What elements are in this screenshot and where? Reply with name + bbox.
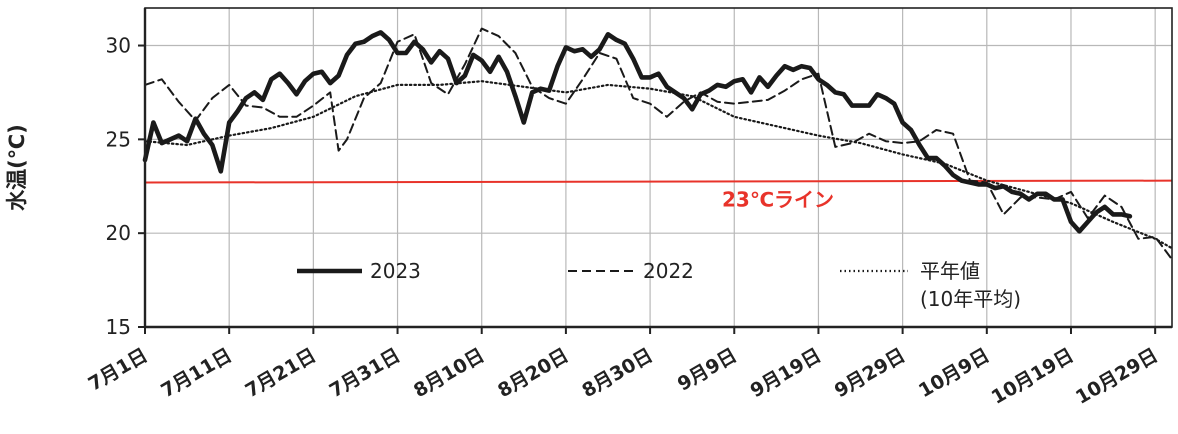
series-group bbox=[142, 27, 1174, 261]
x-tick-label: 10月19日 bbox=[988, 344, 1078, 408]
series-line-2 bbox=[143, 80, 1174, 250]
x-tick-label: 9月9日 bbox=[674, 344, 741, 395]
x-tick-label: 7月21日 bbox=[242, 344, 320, 402]
x-tick-label: 10月9日 bbox=[915, 344, 993, 402]
legend-label: 2022 bbox=[643, 259, 694, 283]
x-tick-label: 7月11日 bbox=[157, 344, 235, 402]
x-tick-label: 8月10日 bbox=[410, 344, 488, 402]
legend-label-sub: (10年平均) bbox=[920, 287, 1021, 311]
reference-line-label: 23℃ライン bbox=[722, 188, 834, 212]
y-tick-label: 25 bbox=[106, 127, 131, 151]
reference-line-23c bbox=[144, 179, 1173, 184]
x-tick-label: 8月20日 bbox=[494, 344, 572, 402]
legend-label: 平年値 bbox=[920, 259, 980, 283]
y-tick-label: 15 bbox=[106, 315, 131, 339]
x-tick-label: 9月19日 bbox=[747, 344, 825, 402]
x-tick-label: 10月29日 bbox=[1072, 344, 1162, 408]
x-tick-label: 8月30日 bbox=[578, 344, 656, 402]
y-axis-label: 水温(℃) bbox=[5, 124, 29, 211]
y-tick-label: 30 bbox=[106, 34, 131, 58]
y-tick-label: 20 bbox=[106, 221, 131, 245]
reference-line-group: 23℃ライン bbox=[144, 179, 1173, 212]
legend-label: 2023 bbox=[370, 259, 421, 283]
legend: 2023 2022 平年値 (10年平均) bbox=[297, 259, 1021, 311]
x-tick-label: 7月31日 bbox=[326, 344, 404, 402]
x-tick-label: 7月1日 bbox=[85, 344, 152, 395]
x-tick-label: 9月29日 bbox=[831, 344, 909, 402]
series-line-1 bbox=[144, 27, 1173, 261]
series-line-0 bbox=[142, 30, 1133, 234]
